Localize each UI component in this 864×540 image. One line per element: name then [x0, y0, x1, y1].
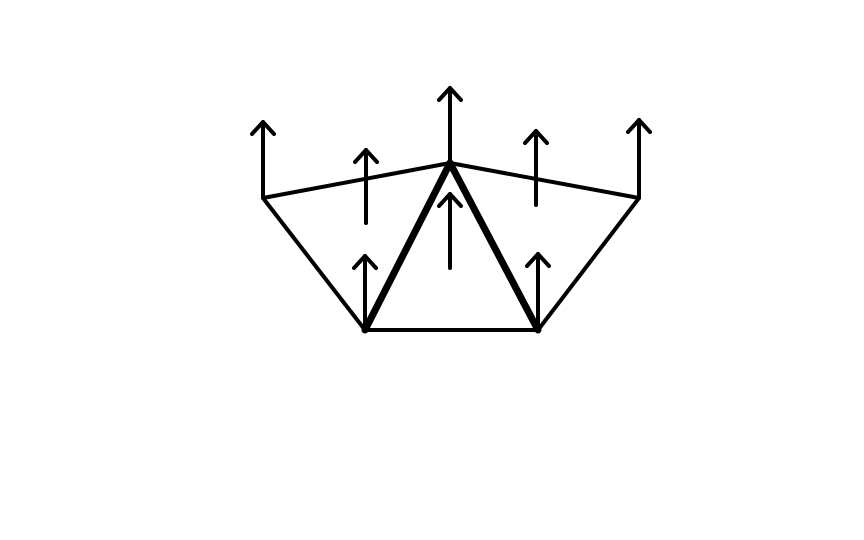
face-normal-left-quad-arrow — [353, 148, 379, 225]
vertex-normal-left-outer-arrow — [250, 120, 276, 200]
vertex-normal-bottom-left-arrow — [352, 254, 378, 332]
face-normal-center-triangle-arrow — [437, 192, 463, 270]
center-triangle-left-edge — [361, 159, 454, 334]
face-normal-right-quad-arrow — [523, 129, 549, 207]
vertex-normal-top-apex-arrow — [437, 86, 463, 165]
vertex-normal-right-outer-arrow — [626, 118, 652, 200]
vertex-normal-bottom-right-arrow — [525, 252, 551, 332]
center-triangle-right-edge — [446, 159, 542, 334]
